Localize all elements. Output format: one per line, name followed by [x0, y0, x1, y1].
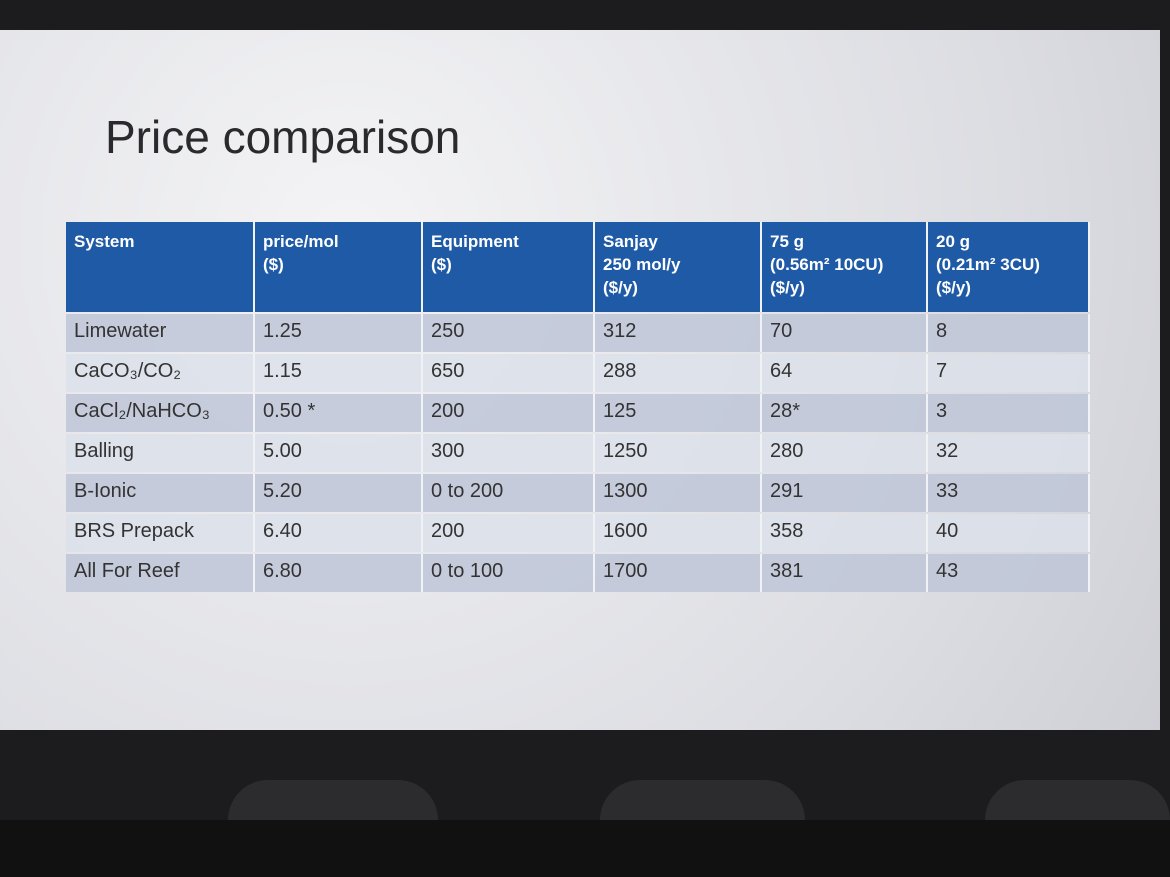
table-cell: 0 to 200 [423, 474, 595, 512]
header-text: ($/y) [603, 278, 638, 297]
table-cell: 1.25 [255, 314, 423, 352]
table-cell: 6.80 [255, 554, 423, 592]
table-row: Balling 5.00 300 1250 280 32 [66, 434, 1090, 472]
header-text: Equipment [431, 232, 519, 251]
table-cell: 28* [762, 394, 928, 432]
table-cell: 64 [762, 354, 928, 392]
table-cell: 7 [928, 354, 1090, 392]
table-row: All For Reef 6.80 0 to 100 1700 381 43 [66, 554, 1090, 592]
table-row: CaCO₃/CO₂ 1.15 650 288 64 7 [66, 354, 1090, 392]
header-cell: Sanjay 250 mol/y ($/y) [595, 222, 762, 312]
row-label: Limewater [66, 314, 255, 352]
header-text: (0.56m² 10CU) [770, 255, 884, 274]
header-text: price/mol [263, 232, 339, 251]
table-cell: 3 [928, 394, 1090, 432]
table-cell: 300 [423, 434, 595, 472]
table-cell: 650 [423, 354, 595, 392]
row-label: CaCO₃/CO₂ [66, 354, 255, 392]
row-label: Balling [66, 434, 255, 472]
table-cell: 5.00 [255, 434, 423, 472]
table-cell: 0.50 * [255, 394, 423, 432]
header-cell: 20 g (0.21m² 3CU) ($/y) [928, 222, 1090, 312]
table-cell: 250 [423, 314, 595, 352]
table-cell: 200 [423, 394, 595, 432]
header-text: 250 mol/y [603, 255, 681, 274]
row-label: B-Ionic [66, 474, 255, 512]
header-text: ($) [431, 255, 452, 274]
header-text: ($/y) [936, 278, 971, 297]
header-text: ($/y) [770, 278, 805, 297]
slide-title: Price comparison [105, 111, 461, 163]
header-cell: Equipment ($) [423, 222, 595, 312]
header-text: 75 g [770, 232, 805, 251]
header-text: (0.21m² 3CU) [936, 255, 1040, 274]
table-cell: 288 [595, 354, 762, 392]
chair [600, 780, 805, 825]
table-cell: 5.20 [255, 474, 423, 512]
table-row: Limewater 1.25 250 312 70 8 [66, 314, 1090, 352]
row-label: All For Reef [66, 554, 255, 592]
floor [0, 820, 1170, 877]
row-label: BRS Prepack [66, 514, 255, 552]
table-cell: 1700 [595, 554, 762, 592]
table-cell: 40 [928, 514, 1090, 552]
table-cell: 33 [928, 474, 1090, 512]
table-row: B-Ionic 5.20 0 to 200 1300 291 33 [66, 474, 1090, 512]
table-cell: 0 to 100 [423, 554, 595, 592]
header-text: ($) [263, 255, 284, 274]
table-cell: 200 [423, 514, 595, 552]
row-label: CaCl₂/NaHCO₃ [66, 394, 255, 432]
table-cell: 280 [762, 434, 928, 472]
table-cell: 1.15 [255, 354, 423, 392]
table-row: CaCl₂/NaHCO₃ 0.50 * 200 125 28* 3 [66, 394, 1090, 432]
header-cell: System [66, 222, 255, 312]
table-cell: 312 [595, 314, 762, 352]
table-cell: 1600 [595, 514, 762, 552]
header-text: System [74, 232, 135, 251]
table-cell: 358 [762, 514, 928, 552]
table-cell: 1300 [595, 474, 762, 512]
table-cell: 125 [595, 394, 762, 432]
table-cell: 8 [928, 314, 1090, 352]
table-row: BRS Prepack 6.40 200 1600 358 40 [66, 514, 1090, 552]
table-cell: 6.40 [255, 514, 423, 552]
chair [228, 780, 438, 825]
header-row: System price/mol ($) Equipment ($) Sanjay 250 … [66, 222, 1090, 312]
table-cell: 43 [928, 554, 1090, 592]
header-cell: price/mol ($) [255, 222, 423, 312]
header-cell: 75 g (0.56m² 10CU) ($/y) [762, 222, 928, 312]
header-text: 20 g [936, 232, 971, 251]
table-cell: 291 [762, 474, 928, 512]
header-text: Sanjay [603, 232, 658, 251]
table-cell: 1250 [595, 434, 762, 472]
table-cell: 381 [762, 554, 928, 592]
table-cell: 32 [928, 434, 1090, 472]
chair [985, 780, 1170, 825]
table-cell: 70 [762, 314, 928, 352]
